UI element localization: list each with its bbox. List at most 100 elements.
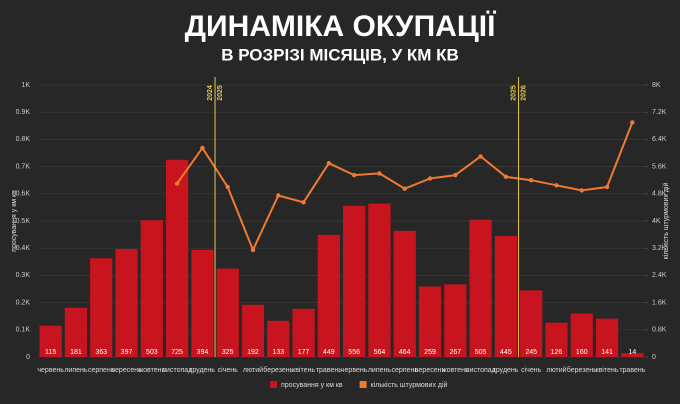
y2-axis-label: кількість штурмових дій [662, 183, 670, 260]
x-tick-label: січень [521, 366, 541, 374]
line-point [200, 145, 205, 151]
line-point [528, 178, 534, 183]
y-tick-label: 0.6K [16, 191, 31, 198]
bar [191, 249, 214, 357]
bar [520, 290, 543, 357]
x-tick-label: червень [341, 367, 368, 374]
data-label: 126 [551, 349, 563, 356]
bar [39, 325, 62, 357]
data-label: 160 [576, 349, 588, 356]
x-tick-label: жовтень [138, 367, 165, 374]
bar [140, 220, 163, 357]
data-label: 363 [95, 349, 107, 356]
data-label: 177 [298, 349, 310, 356]
data-label: 445 [500, 349, 512, 356]
bar [292, 308, 315, 357]
y-tick-label: 0.3K [16, 272, 31, 279]
y2-tick-label: 5.6K [652, 163, 667, 170]
x-tick-label: червень [37, 367, 64, 374]
bar [317, 234, 340, 357]
y-tick-label: 0.1K [16, 327, 31, 334]
bar [469, 219, 492, 357]
x-tick-label: листопад [162, 367, 192, 374]
line-point [427, 176, 433, 181]
y-tick-label: 0.5K [16, 218, 31, 225]
x-tick-label: березень [567, 366, 597, 374]
line-point [301, 200, 306, 205]
data-label: 397 [121, 349, 133, 356]
bar [343, 205, 366, 357]
bar [393, 230, 416, 357]
x-tick-label: лютий [546, 366, 566, 374]
line-point [174, 181, 180, 186]
bar [165, 159, 189, 357]
legend-label: просування у км кв [281, 382, 343, 389]
x-tick-label: січень [218, 366, 238, 374]
data-label: 449 [323, 349, 335, 356]
line-point [250, 247, 256, 253]
bar [368, 203, 391, 357]
bar [545, 322, 568, 357]
y2-tick-label: 0 [652, 354, 656, 361]
x-tick-label: березень [263, 366, 293, 374]
y2-tick-label: 1.6K [652, 299, 667, 306]
bar [241, 304, 265, 357]
x-tick-label: травень [316, 367, 342, 374]
line-point [478, 154, 483, 159]
line-point [276, 193, 281, 198]
year-label: 2024 [207, 85, 214, 101]
year-label: 2025 [510, 85, 517, 101]
data-label: 115 [45, 349, 56, 356]
legend-label: кількість штурмових дій [371, 381, 448, 389]
year-label: 2026 [520, 85, 527, 101]
bar [444, 284, 467, 357]
y-tick-label: 0.9K [16, 109, 31, 116]
data-label: 394 [197, 349, 209, 356]
x-tick-label: липень [64, 367, 88, 374]
x-tick-label: грудень [493, 367, 518, 374]
data-label: 556 [348, 349, 360, 356]
bar [90, 258, 113, 357]
data-label: 564 [374, 349, 386, 356]
data-label: 133 [272, 349, 284, 356]
line-point [326, 161, 332, 166]
year-label: 2025 [217, 85, 224, 101]
line-point [377, 171, 382, 176]
line-point [351, 172, 357, 178]
y-tick-label: 0 [26, 354, 30, 361]
y-tick-label: 0.2K [16, 299, 31, 306]
data-label: 725 [171, 349, 183, 356]
x-tick-label: серпень [391, 367, 418, 374]
bar [64, 307, 88, 357]
line-point [503, 174, 509, 179]
chart-subtitle: В РОЗРІЗІ МІСЯЦІВ, У КМ КВ [221, 45, 459, 64]
x-tick-label: квітень [596, 366, 619, 374]
chart-title: ДИНАМІКА ОКУПАЦІЇ [185, 10, 496, 43]
line-point [453, 172, 458, 178]
y2-tick-label: 7.2K [652, 109, 667, 116]
line-point [402, 186, 407, 191]
y2-tick-label: 4K [652, 218, 661, 225]
y2-tick-label: 2.4K [652, 272, 667, 279]
y2-tick-label: 4.8K [652, 191, 667, 198]
line-point [579, 188, 584, 193]
line-point [225, 184, 230, 190]
data-label: 14 [628, 349, 636, 356]
data-label: 267 [449, 349, 461, 356]
x-tick-label: вересень [111, 367, 142, 374]
x-tick-label: грудень [190, 367, 215, 374]
x-tick-label: липень [368, 367, 392, 374]
data-label: 141 [601, 349, 613, 356]
bar [570, 313, 593, 357]
bar [267, 320, 290, 357]
x-tick-label: серпень [88, 367, 115, 374]
x-tick-label: жовтень [442, 367, 469, 374]
data-label: 245 [525, 349, 537, 356]
x-tick-label: лютий [243, 366, 263, 374]
y-axis-label: просування у км кв [11, 190, 18, 252]
data-label: 464 [399, 349, 411, 356]
x-tick-label: вересень [415, 367, 446, 374]
line-point [554, 183, 559, 188]
data-label: 181 [70, 349, 82, 356]
